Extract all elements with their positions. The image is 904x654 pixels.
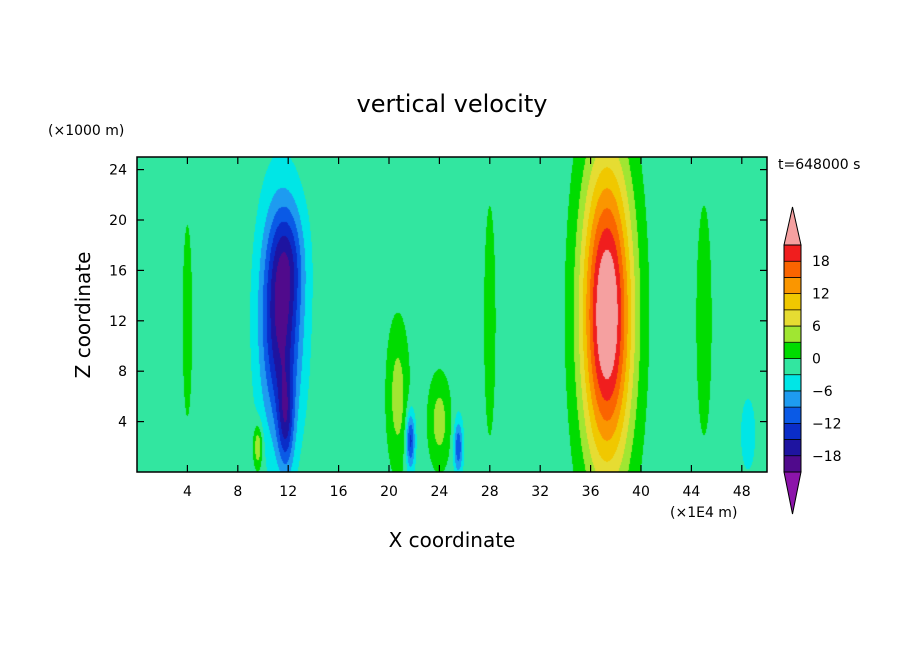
colorbar-swatch: [784, 455, 801, 473]
colorbar-tick-label: 0: [812, 352, 821, 368]
x-tick-label: 32: [531, 484, 549, 500]
colorbar-swatch: [784, 407, 801, 424]
colorbar-tick-label: −18: [812, 449, 842, 465]
colorbar-swatch: [784, 309, 801, 327]
x-tick-label: 20: [380, 484, 398, 500]
y-tick-label: 4: [118, 415, 127, 431]
colorbar-swatch: [784, 261, 801, 278]
time-label: t=648000 s: [778, 157, 860, 173]
colorbar-over-triangle: [783, 206, 802, 246]
x-tick-label: 12: [279, 484, 297, 500]
x-tick-label: 36: [582, 484, 600, 500]
colorbar-tick-label: −12: [812, 416, 842, 432]
colorbar-tick-label: 12: [812, 287, 830, 303]
colorbar-swatch: [784, 390, 801, 408]
colorbar-under-triangle: [783, 471, 802, 515]
colorbar-swatch: [784, 342, 801, 359]
x-axis: 4 8 12 16 20 24 28 32 36 40 44 48: [183, 157, 751, 500]
x-unit-label: (×1E4 m): [670, 505, 737, 521]
y-tick-label: 8: [118, 364, 127, 380]
y-tick-label: 16: [109, 263, 127, 279]
chart-title: vertical velocity: [357, 90, 548, 118]
colorbar-swatch: [784, 293, 801, 311]
colorbar-swatch: [784, 374, 801, 392]
y-tick-label: 12: [109, 314, 127, 330]
x-tick-label: 4: [183, 484, 192, 500]
y-tick-label: 24: [109, 163, 127, 179]
contour-field: [137, 157, 767, 472]
plot-frame: [136, 156, 768, 473]
colorbar-tick-label: 6: [812, 319, 821, 335]
colorbar-swatch: [784, 245, 801, 262]
x-tick-label: 8: [233, 484, 242, 500]
colorbar-swatch: [784, 358, 801, 376]
x-tick-label: 48: [733, 484, 751, 500]
y-tick-label: 20: [109, 213, 127, 229]
colorbar: −18 −12 −6 0 6 12 18: [783, 206, 842, 515]
colorbar-tick-label: −6: [812, 384, 833, 400]
x-axis-label: X coordinate: [389, 528, 516, 552]
colorbar-swatch: [784, 326, 801, 343]
x-tick-label: 28: [481, 484, 499, 500]
x-tick-label: 44: [682, 484, 700, 500]
colorbar-swatch: [784, 423, 801, 440]
x-tick-label: 40: [632, 484, 650, 500]
colorbar-tick-label: 18: [812, 254, 830, 270]
colorbar-swatch: [784, 277, 801, 295]
y-unit-label: (×1000 m): [48, 123, 124, 139]
y-axis: 4 8 12 16 20 24: [109, 163, 767, 431]
x-tick-label: 16: [330, 484, 348, 500]
x-tick-label: 24: [430, 484, 448, 500]
colorbar-swatch: [784, 439, 801, 457]
y-axis-label: Z coordinate: [71, 252, 95, 379]
